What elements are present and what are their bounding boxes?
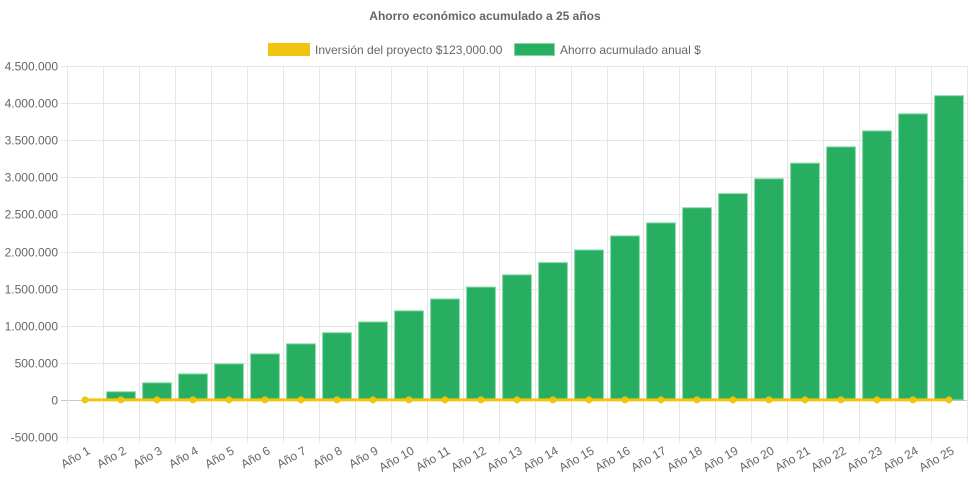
line-point (189, 396, 197, 404)
line-point (801, 396, 809, 404)
bar (322, 332, 352, 401)
y-tick-label: 4.000.000 (5, 97, 59, 111)
line-point (837, 396, 845, 404)
bar (250, 353, 280, 401)
x-tick-label: Año 4 (166, 443, 200, 471)
bar (646, 222, 676, 401)
x-tick-label: Año 10 (377, 443, 417, 474)
y-tick-label: 2.000.000 (5, 246, 59, 260)
bar (214, 363, 244, 401)
line-point (549, 396, 557, 404)
line-point (729, 396, 737, 404)
line-point (225, 396, 233, 404)
line-point (261, 396, 269, 404)
x-tick-label: Año 11 (413, 443, 452, 474)
x-tick-label: Año 3 (130, 443, 164, 471)
x-tick-label: Año 14 (521, 443, 561, 474)
y-tick-label: 1.500.000 (5, 283, 59, 297)
x-tick-label: Año 5 (202, 443, 236, 471)
bar (286, 343, 316, 401)
bar (466, 286, 496, 401)
line-point (441, 396, 449, 404)
line-point (585, 396, 593, 404)
line-point (657, 396, 665, 404)
bar (394, 310, 424, 401)
x-tick-label: Año 19 (701, 443, 741, 474)
legend-label-savings: Ahorro acumulado anual $ (560, 43, 701, 57)
bar (574, 249, 604, 401)
x-tick-label: Año 20 (737, 443, 777, 474)
x-tick-label: Año 8 (310, 443, 344, 471)
legend-item-investment[interactable]: Inversión del proyecto $123,000.00 (268, 43, 503, 57)
line-point (873, 396, 881, 404)
bar (682, 207, 712, 401)
line-point (765, 396, 773, 404)
line-point (945, 396, 953, 404)
y-tick-label: 3.500.000 (5, 134, 59, 148)
x-tick-label: Año 6 (238, 443, 272, 471)
legend-swatch-savings (514, 43, 555, 56)
bar (754, 178, 784, 401)
legend: Inversión del proyecto $123,000.00 Ahorr… (268, 43, 701, 57)
y-tick-label: 500.000 (15, 357, 59, 371)
x-axis: Año 1 Año 2 Año 3 Año 4 Año 5 Año 6 Año 7 Año 8… (58, 443, 956, 474)
x-tick-label: Año 21 (773, 443, 813, 474)
chart-title: Ahorro económico acumulado a 25 años (369, 9, 601, 23)
y-tick-label: 4.500.000 (5, 60, 59, 74)
x-tick-label: Año 12 (449, 443, 489, 474)
bar-series (106, 95, 964, 401)
bar (862, 130, 892, 401)
x-tick-label: Año 13 (485, 443, 525, 474)
x-tick-label: Año 24 (881, 443, 921, 474)
x-tick-label: Año 15 (557, 443, 597, 474)
line-point (81, 396, 89, 404)
line-point (369, 396, 377, 404)
line-point (297, 396, 305, 404)
bar (178, 373, 208, 401)
bar (718, 193, 748, 401)
line-point (477, 396, 485, 404)
y-tick-label: 0 (51, 394, 58, 408)
grid (61, 66, 968, 443)
line-point (621, 396, 629, 404)
x-tick-label: Año 23 (845, 443, 885, 474)
line-series (81, 396, 953, 404)
x-tick-label: Año 22 (809, 443, 849, 474)
bar (430, 298, 460, 401)
y-tick-label: 2.500.000 (5, 208, 59, 222)
y-tick-label: -500.000 (11, 431, 59, 445)
legend-swatch-investment (268, 43, 310, 56)
line-point (909, 396, 917, 404)
bar (790, 162, 820, 401)
line-point (117, 396, 125, 404)
line-point (513, 396, 521, 404)
line-point (405, 396, 413, 404)
bar (826, 146, 856, 401)
legend-label-investment: Inversión del proyecto $123,000.00 (315, 43, 503, 57)
x-tick-label: Año 9 (346, 443, 380, 471)
y-axis: -500.000 0 500.000 1.000.000 1.500.000 2.000.… (5, 60, 59, 445)
y-tick-label: 3.000.000 (5, 171, 59, 185)
bar (358, 321, 388, 401)
x-tick-label: Año 7 (274, 443, 308, 471)
line-point (333, 396, 341, 404)
x-tick-label: Año 2 (94, 443, 128, 471)
bar (898, 113, 928, 401)
y-tick-label: 1.000.000 (5, 320, 59, 334)
line-point (693, 396, 701, 404)
bar (934, 95, 964, 401)
x-tick-label: Año 17 (629, 443, 669, 474)
legend-item-savings[interactable]: Ahorro acumulado anual $ (514, 43, 702, 57)
bar (538, 262, 568, 401)
bar (502, 274, 532, 401)
x-tick-label: Año 18 (665, 443, 705, 474)
bar (610, 235, 640, 401)
x-tick-label: Año 16 (593, 443, 633, 474)
x-tick-label: Año 25 (917, 443, 957, 474)
x-tick-label: Año 1 (58, 443, 92, 471)
line-point (153, 396, 161, 404)
